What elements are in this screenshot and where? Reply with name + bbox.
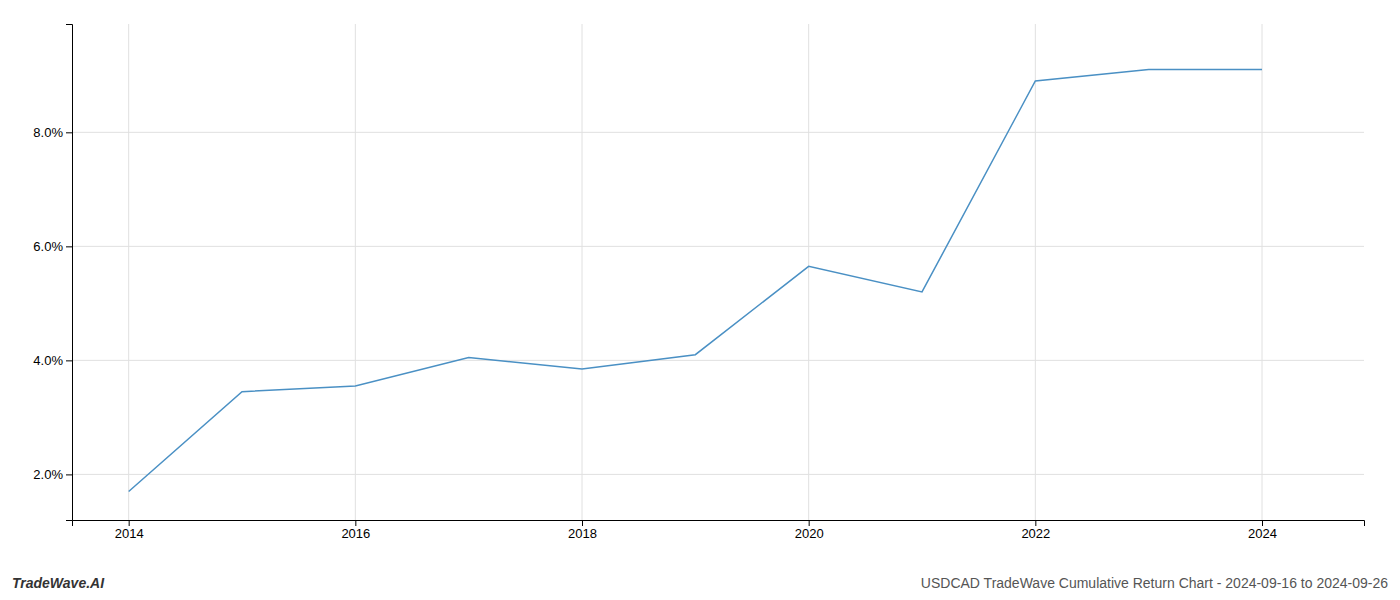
x-tick-label: 2024 — [1248, 526, 1277, 541]
y-tick: 8.0% — [33, 125, 72, 140]
y-tick-label: 4.0% — [33, 353, 63, 368]
x-tick: 2022 — [1021, 520, 1050, 541]
grid — [72, 24, 1364, 520]
chart: 2014 2016 2018 2020 2022 2024 2.0% 4.0% 6.0% 8.0%… — [0, 0, 1400, 600]
x-tick: 2020 — [795, 520, 824, 541]
grid-line-y — [72, 474, 1364, 475]
y-tick-label: 6.0% — [33, 239, 63, 254]
footer-right: USDCAD TradeWave Cumulative Return Chart… — [921, 575, 1388, 591]
x-tick: 2018 — [568, 520, 597, 541]
plot-area: 2014 2016 2018 2020 2022 2024 2.0% 4.0% 6.0% 8.0% — [33, 24, 1364, 541]
x-tick-mark — [582, 520, 583, 526]
y-tick-label: 2.0% — [33, 467, 63, 482]
x-tick-label: 2018 — [568, 526, 597, 541]
grid-line-x — [128, 24, 129, 520]
x-tick-mark — [1262, 520, 1263, 526]
x-tick-label: 2016 — [341, 526, 370, 541]
y-axis: 2.0% 4.0% 6.0% 8.0% — [33, 25, 72, 521]
grid-line-x — [808, 24, 809, 520]
x-tick-mark — [129, 520, 130, 526]
grid-line-y — [72, 132, 1364, 133]
grid-line-x — [355, 24, 356, 520]
y-tick-mark — [66, 474, 72, 475]
y-tick: 4.0% — [33, 353, 72, 368]
y-tick-mark — [66, 246, 72, 247]
x-tick: 2014 — [115, 520, 144, 541]
x-tick-label: 2014 — [115, 526, 144, 541]
x-tick: 2024 — [1248, 520, 1277, 541]
footer-left: TradeWave.AI — [12, 575, 105, 591]
x-tick-label: 2022 — [1021, 526, 1050, 541]
marks — [129, 70, 1262, 492]
y-tick-mark — [66, 360, 72, 361]
x-tick-mark — [355, 520, 356, 526]
y-axis-line — [66, 25, 73, 521]
x-tick-mark — [809, 520, 810, 526]
y-tick-mark — [66, 132, 72, 133]
x-axis-line — [73, 521, 1365, 527]
y-tick: 6.0% — [33, 239, 72, 254]
grid-line-x — [1262, 24, 1263, 520]
x-tick: 2016 — [341, 520, 370, 541]
grid-line-x — [582, 24, 583, 520]
x-tick-mark — [1035, 520, 1036, 526]
x-tick-label: 2020 — [795, 526, 824, 541]
grid-line-x — [1035, 24, 1036, 520]
grid-line-y — [72, 360, 1364, 361]
y-tick-label: 8.0% — [33, 125, 63, 140]
line — [129, 70, 1262, 492]
x-axis: 2014 2016 2018 2020 2022 2024 — [73, 520, 1365, 541]
grid-line-y — [72, 246, 1364, 247]
y-tick: 2.0% — [33, 467, 72, 482]
